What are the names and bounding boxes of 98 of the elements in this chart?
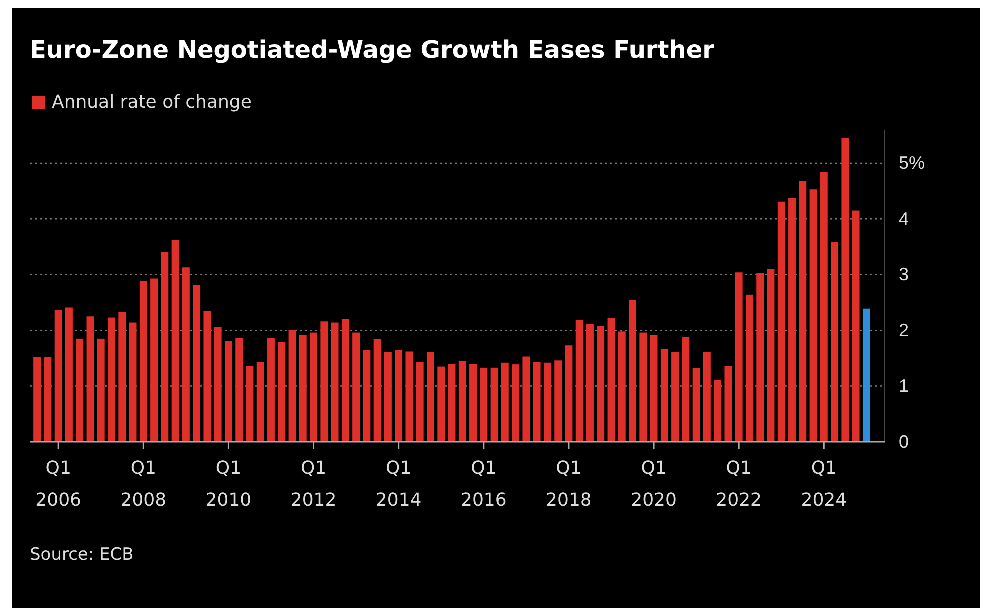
bar	[320, 322, 328, 442]
bar	[331, 322, 339, 442]
bar	[193, 285, 201, 442]
bar	[703, 352, 711, 442]
bar	[363, 350, 371, 442]
bar	[352, 332, 360, 442]
source-note: Source: ECB	[30, 545, 134, 565]
bar	[501, 362, 509, 442]
bar	[395, 350, 403, 442]
bar	[544, 362, 552, 442]
bar	[586, 324, 594, 442]
bar	[140, 280, 148, 442]
y-tick-label: 5%	[899, 153, 926, 174]
bar	[640, 332, 648, 442]
bar	[76, 338, 84, 442]
bar	[34, 357, 42, 442]
legend-label: Annual rate of change	[52, 92, 252, 113]
bar	[778, 202, 786, 442]
bar	[660, 348, 668, 442]
x-tick-label: Q1 2018	[546, 458, 592, 511]
y-tick-label: 2	[899, 320, 910, 340]
bar	[161, 252, 169, 442]
bar	[576, 320, 584, 442]
y-tick-label: 1	[899, 376, 910, 396]
bar	[118, 312, 126, 442]
chart-title: Euro-Zone Negotiated-Wage Growth Eases Further	[30, 36, 715, 64]
bar	[384, 352, 392, 442]
bar	[852, 210, 860, 442]
bar	[842, 138, 850, 442]
x-tick-label: Q1 2022	[716, 458, 762, 511]
bar	[246, 366, 254, 442]
bar	[554, 360, 562, 442]
bar	[522, 356, 530, 442]
bar	[629, 300, 636, 442]
bar	[342, 319, 350, 442]
bar	[672, 352, 680, 442]
bar	[44, 357, 52, 442]
bar	[799, 181, 807, 442]
bar	[268, 338, 275, 442]
bar	[810, 190, 818, 442]
bar	[533, 362, 541, 442]
y-tick-label: 0	[899, 432, 910, 452]
y-tick-label: 4	[899, 208, 910, 229]
x-tick-label: Q1 2024	[801, 458, 848, 511]
bar	[65, 308, 73, 442]
bar	[438, 366, 446, 442]
bar	[746, 294, 754, 442]
x-tick-label: Q1 2008	[120, 458, 167, 511]
bar	[820, 172, 828, 442]
bar	[427, 352, 434, 442]
bar	[172, 240, 180, 442]
bar	[735, 272, 743, 442]
bar	[448, 364, 456, 442]
bar	[650, 335, 658, 442]
bar	[256, 362, 264, 442]
x-tick-label: Q1 2010	[206, 458, 252, 511]
bar	[767, 269, 775, 442]
bar	[692, 368, 700, 442]
bar	[831, 242, 839, 442]
bar	[204, 311, 212, 442]
bar	[724, 366, 732, 442]
bar	[618, 332, 626, 442]
bar	[682, 337, 690, 442]
bar	[714, 380, 722, 442]
bar	[512, 364, 520, 442]
bar	[310, 332, 318, 442]
x-tick-label: Q1 2020	[631, 458, 677, 511]
y-tick-label: 3	[899, 264, 910, 285]
bar	[299, 335, 307, 442]
bar	[108, 318, 116, 442]
bar	[597, 326, 605, 442]
bar	[236, 338, 244, 442]
bar	[224, 341, 232, 442]
bar	[129, 322, 137, 442]
bar	[97, 338, 105, 442]
bar	[374, 339, 382, 442]
bar	[490, 368, 498, 442]
bar	[608, 318, 616, 442]
x-tick-label: Q1 2006	[36, 458, 82, 511]
bar	[214, 327, 222, 442]
bar	[470, 364, 477, 442]
bar	[86, 316, 94, 442]
bar	[288, 330, 296, 442]
bar	[182, 268, 190, 442]
bar	[788, 198, 796, 442]
x-tick-label: Q1 2016	[460, 458, 507, 511]
x-tick-label: Q1 2014	[376, 458, 422, 511]
bar	[278, 342, 286, 442]
bar	[862, 308, 870, 442]
bar	[150, 278, 158, 442]
bar	[416, 362, 424, 442]
bar	[54, 310, 62, 442]
bar	[756, 273, 764, 442]
bar	[458, 361, 466, 442]
x-tick-label: Q1 2012	[290, 458, 337, 511]
bar	[565, 346, 573, 442]
bar	[480, 368, 488, 442]
bar	[406, 352, 414, 442]
